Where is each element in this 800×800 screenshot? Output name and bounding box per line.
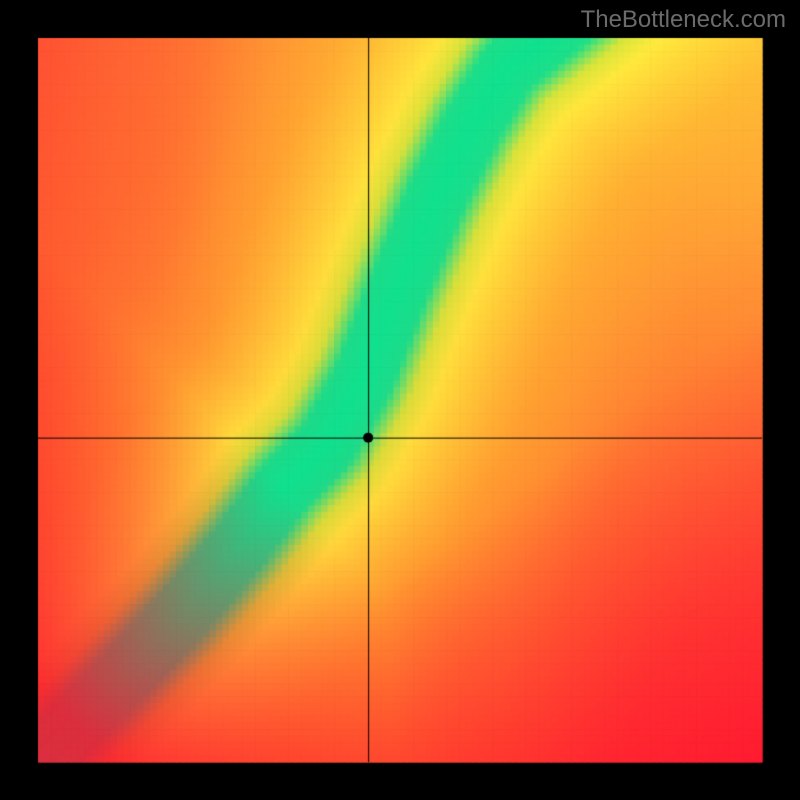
watermark-text: TheBottleneck.com: [581, 6, 786, 34]
chart-container: TheBottleneck.com: [0, 0, 800, 800]
heatmap-canvas: [0, 0, 800, 800]
